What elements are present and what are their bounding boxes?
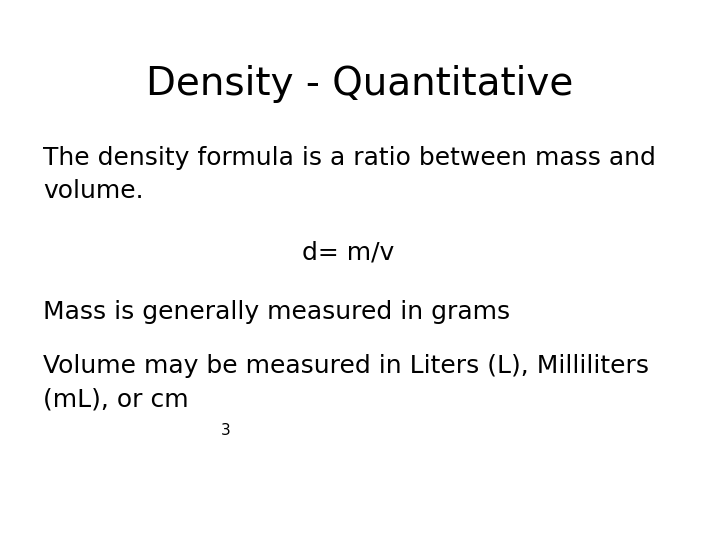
Text: Density - Quantitative: Density - Quantitative bbox=[146, 65, 574, 103]
Text: d= m/v: d= m/v bbox=[302, 240, 395, 264]
Text: The density formula is a ratio between mass and
volume.: The density formula is a ratio between m… bbox=[43, 146, 656, 203]
Text: Mass is generally measured in grams: Mass is generally measured in grams bbox=[43, 300, 510, 323]
Text: 3: 3 bbox=[220, 423, 230, 438]
Text: Volume may be measured in Liters (L), Milliliters
(mL), or cm: Volume may be measured in Liters (L), Mi… bbox=[43, 354, 649, 411]
